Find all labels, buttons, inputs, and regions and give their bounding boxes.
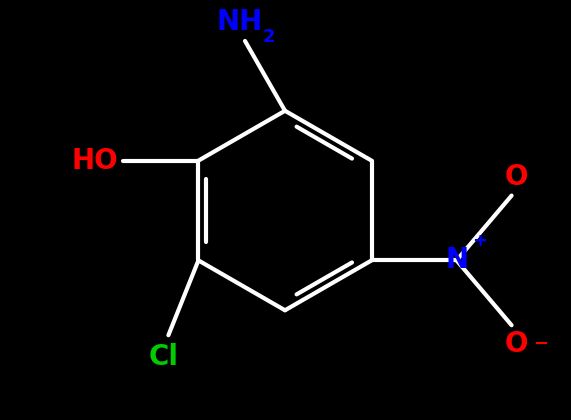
Text: NH: NH — [217, 8, 263, 36]
Text: O: O — [505, 330, 528, 358]
Text: +: + — [473, 232, 488, 250]
Text: 2: 2 — [263, 28, 275, 46]
Text: Cl: Cl — [148, 343, 178, 371]
Text: N: N — [445, 247, 468, 274]
Text: HO: HO — [72, 147, 118, 175]
Text: −: − — [534, 335, 549, 353]
Text: O: O — [505, 163, 528, 191]
